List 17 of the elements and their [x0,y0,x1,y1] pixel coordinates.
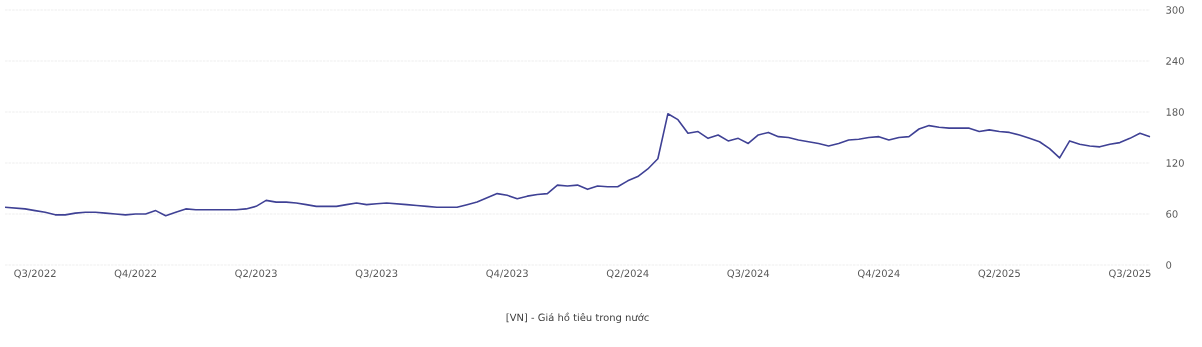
x-tick-label: Q3/2023 [355,269,398,279]
y-tick-label: 180 [1166,108,1184,116]
x-tick-label: Q2/2023 [235,269,277,279]
x-tick-label: Q4/2022 [114,269,157,279]
y-tick-label: 240 [1166,57,1184,65]
y-tick-label: 0 [1166,261,1172,269]
x-tick-label: Q4/2023 [486,269,528,279]
x-tick-label: Q2/2024 [606,269,649,279]
y-tick-label: 60 [1166,210,1178,218]
x-tick-label: Q2/2025 [978,269,1020,279]
x-tick-label: Q4/2024 [857,269,900,279]
y-tick-label: 120 [1166,159,1184,167]
text: [VN] - Giá hồ tiêu trong nước [506,312,649,324]
x-tick-label: Q3/2022 [14,269,56,279]
y-tick-label: 300 [1166,6,1184,14]
x-tick-label: Q3/2024 [727,269,770,279]
x-tick-label: Q3/2025 [1109,269,1151,279]
